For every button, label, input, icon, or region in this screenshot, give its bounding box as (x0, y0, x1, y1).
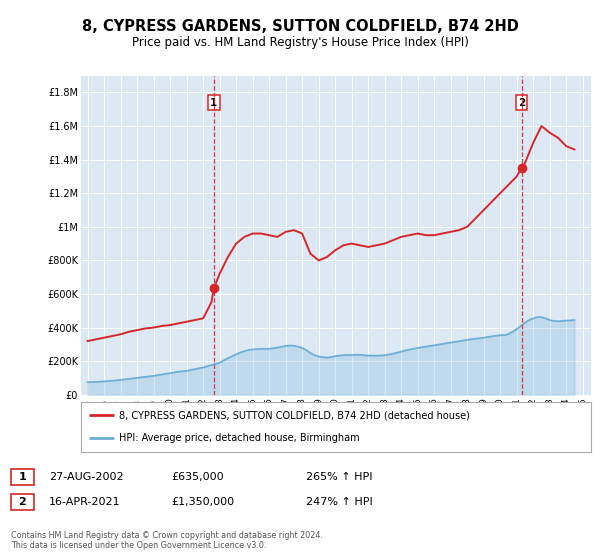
Text: £1,350,000: £1,350,000 (171, 497, 234, 507)
Text: 2: 2 (19, 497, 26, 507)
Text: 16-APR-2021: 16-APR-2021 (49, 497, 121, 507)
Text: 8, CYPRESS GARDENS, SUTTON COLDFIELD, B74 2HD: 8, CYPRESS GARDENS, SUTTON COLDFIELD, B7… (82, 19, 518, 34)
Text: Price paid vs. HM Land Registry's House Price Index (HPI): Price paid vs. HM Land Registry's House … (131, 36, 469, 49)
Text: 1: 1 (19, 472, 26, 482)
Text: HPI: Average price, detached house, Birmingham: HPI: Average price, detached house, Birm… (119, 433, 360, 444)
Text: 8, CYPRESS GARDENS, SUTTON COLDFIELD, B74 2HD (detached house): 8, CYPRESS GARDENS, SUTTON COLDFIELD, B7… (119, 410, 470, 420)
Text: 265% ↑ HPI: 265% ↑ HPI (306, 472, 373, 482)
Text: 247% ↑ HPI: 247% ↑ HPI (306, 497, 373, 507)
Text: 27-AUG-2002: 27-AUG-2002 (49, 472, 124, 482)
Text: Contains HM Land Registry data © Crown copyright and database right 2024.
This d: Contains HM Land Registry data © Crown c… (11, 531, 323, 550)
Text: £635,000: £635,000 (171, 472, 224, 482)
Text: 2: 2 (518, 98, 525, 108)
Text: 1: 1 (210, 98, 217, 108)
